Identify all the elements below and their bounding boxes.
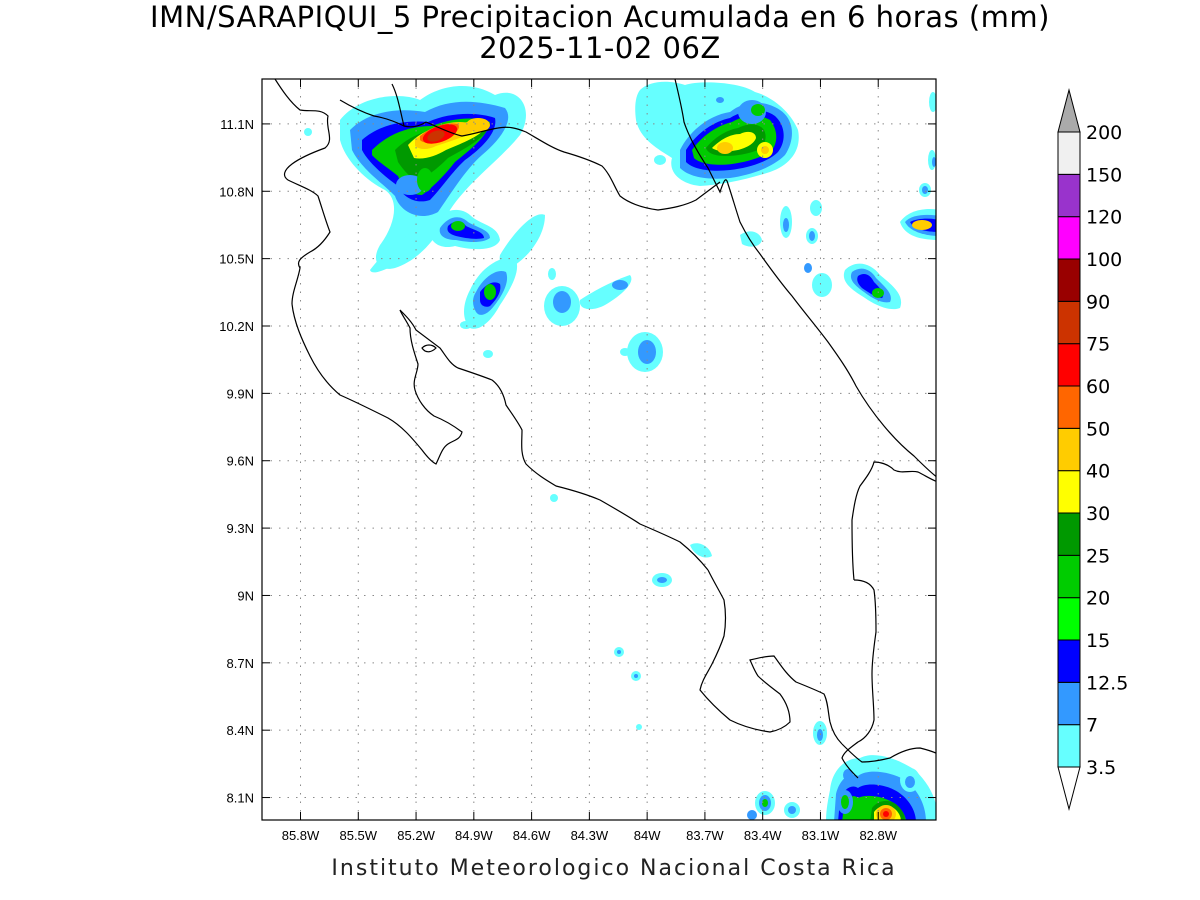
nicoya-peninsula-coast bbox=[291, 303, 463, 465]
precip-cluster-northwest bbox=[304, 85, 663, 372]
colorbar-swatch bbox=[1057, 300, 1081, 345]
colorbar-swatch bbox=[1057, 427, 1081, 472]
map-gridlines bbox=[262, 79, 936, 820]
colorbar-swatch bbox=[1057, 639, 1081, 683]
nicaragua-pacific-coast bbox=[274, 79, 331, 305]
y-tick-label: 9.6N bbox=[227, 454, 254, 469]
colorbar-label: 40 bbox=[1086, 461, 1110, 483]
colorbar-swatch bbox=[1057, 554, 1081, 599]
colorbar-label: 20 bbox=[1086, 588, 1110, 610]
precip-cluster-southeast bbox=[747, 755, 936, 820]
nicaragua-island bbox=[421, 344, 437, 353]
x-tick-label: 84.3W bbox=[571, 828, 609, 843]
colorbar-swatch bbox=[1057, 512, 1081, 556]
colorbar-arrow-high bbox=[1057, 88, 1081, 133]
x-tick-label: 83.7W bbox=[686, 828, 724, 843]
colorbar-label: 200 bbox=[1086, 122, 1122, 144]
colorbar-swatch bbox=[1057, 258, 1081, 302]
colorbar-swatch bbox=[1057, 216, 1081, 260]
colorbar-swatch bbox=[1057, 343, 1081, 387]
x-tick-label: 84.9W bbox=[455, 828, 493, 843]
x-tick-label: 85.5W bbox=[339, 828, 377, 843]
x-tick-label: 84.6W bbox=[513, 828, 551, 843]
colorbar-swatch bbox=[1057, 173, 1081, 218]
y-tick-label: 9.3N bbox=[227, 521, 254, 536]
panama-pacific-coast bbox=[841, 743, 936, 763]
colorbar-label: 100 bbox=[1086, 249, 1122, 271]
credit-text: Instituto Meteorologico Nacional Costa R… bbox=[331, 856, 897, 881]
y-tick-label: 8.4N bbox=[227, 723, 254, 738]
y-axis: 11.1N 10.8N 10.5N 10.2N 9.9N 9.6N 9.3N 9N 8.7N 8.… bbox=[219, 117, 936, 806]
colorbar-swatch bbox=[1057, 385, 1081, 429]
x-tick-label: 85.2W bbox=[397, 828, 435, 843]
colorbar-label: 7 bbox=[1086, 715, 1098, 737]
x-tick-label: 84W bbox=[634, 828, 661, 843]
colorbar-swatch bbox=[1057, 131, 1081, 175]
colorbar-label: 30 bbox=[1086, 503, 1110, 525]
colorbar-label: 50 bbox=[1086, 418, 1110, 440]
title-line-1: IMN/SARAPIQUI_5 Precipitacion Acumulada … bbox=[150, 0, 1050, 34]
colorbar-label: 75 bbox=[1086, 334, 1110, 356]
y-tick-label: 10.2N bbox=[219, 319, 254, 334]
x-tick-label: 83.4W bbox=[744, 828, 782, 843]
y-tick-label: 11.1N bbox=[220, 117, 254, 132]
y-tick-label: 8.7N bbox=[227, 656, 254, 671]
y-tick-label: 9N bbox=[237, 588, 254, 603]
colorbar-label: 60 bbox=[1086, 376, 1110, 398]
nicaragua-west-border bbox=[391, 83, 405, 127]
colorbar-swatch bbox=[1057, 724, 1081, 768]
colorbar-label: 3.5 bbox=[1086, 757, 1116, 779]
y-tick-label: 9.9N bbox=[227, 386, 254, 401]
colorbar-swatch bbox=[1057, 470, 1081, 514]
colorbar-label: 12.5 bbox=[1086, 672, 1128, 694]
coastlines bbox=[274, 79, 936, 779]
colorbar-label: 90 bbox=[1086, 291, 1110, 313]
x-tick-label: 82.8W bbox=[859, 828, 897, 843]
colorbar-label: 120 bbox=[1086, 207, 1122, 229]
colorbar-swatch bbox=[1057, 597, 1081, 641]
north-border-line bbox=[425, 121, 721, 211]
page-title: IMN/SARAPIQUI_5 Precipitacion Acumulada … bbox=[0, 2, 1200, 64]
x-axis: 85.8W 85.5W 85.2W 84.9W 84.6W 84.3W 84W 83.7W 83… bbox=[282, 79, 898, 843]
colorbar-label: 25 bbox=[1086, 545, 1110, 567]
precip-cluster-northeast bbox=[635, 81, 936, 310]
caribbean-coast bbox=[674, 79, 936, 478]
y-tick-label: 10.5N bbox=[219, 252, 254, 267]
map-frame bbox=[261, 78, 937, 821]
colorbar-label: 150 bbox=[1086, 164, 1122, 186]
nicaragua-lake-shore bbox=[339, 99, 427, 128]
x-tick-label: 83.1W bbox=[802, 828, 840, 843]
colorbar-label: 15 bbox=[1086, 630, 1110, 652]
colorbar-arrow-low bbox=[1057, 766, 1081, 811]
colorbar-swatch bbox=[1057, 681, 1081, 726]
y-tick-label: 10.8N bbox=[219, 184, 254, 199]
x-tick-label: 85.8W bbox=[282, 828, 320, 843]
title-line-2: 2025-11-02 06Z bbox=[479, 31, 721, 65]
osa-peninsula-coast bbox=[699, 569, 843, 745]
gulf-of-nicoya-coast bbox=[399, 309, 709, 571]
y-tick-label: 8.1N bbox=[227, 791, 254, 806]
precipitation-field bbox=[304, 81, 936, 820]
precip-cells-pacific bbox=[550, 494, 827, 745]
panama-border-south bbox=[841, 579, 877, 779]
colorbar: 3.5 7 12.5 15 20 25 30 40 50 60 75 90 100 120 150 200 bbox=[1057, 88, 1128, 811]
panama-border-line bbox=[851, 461, 936, 581]
